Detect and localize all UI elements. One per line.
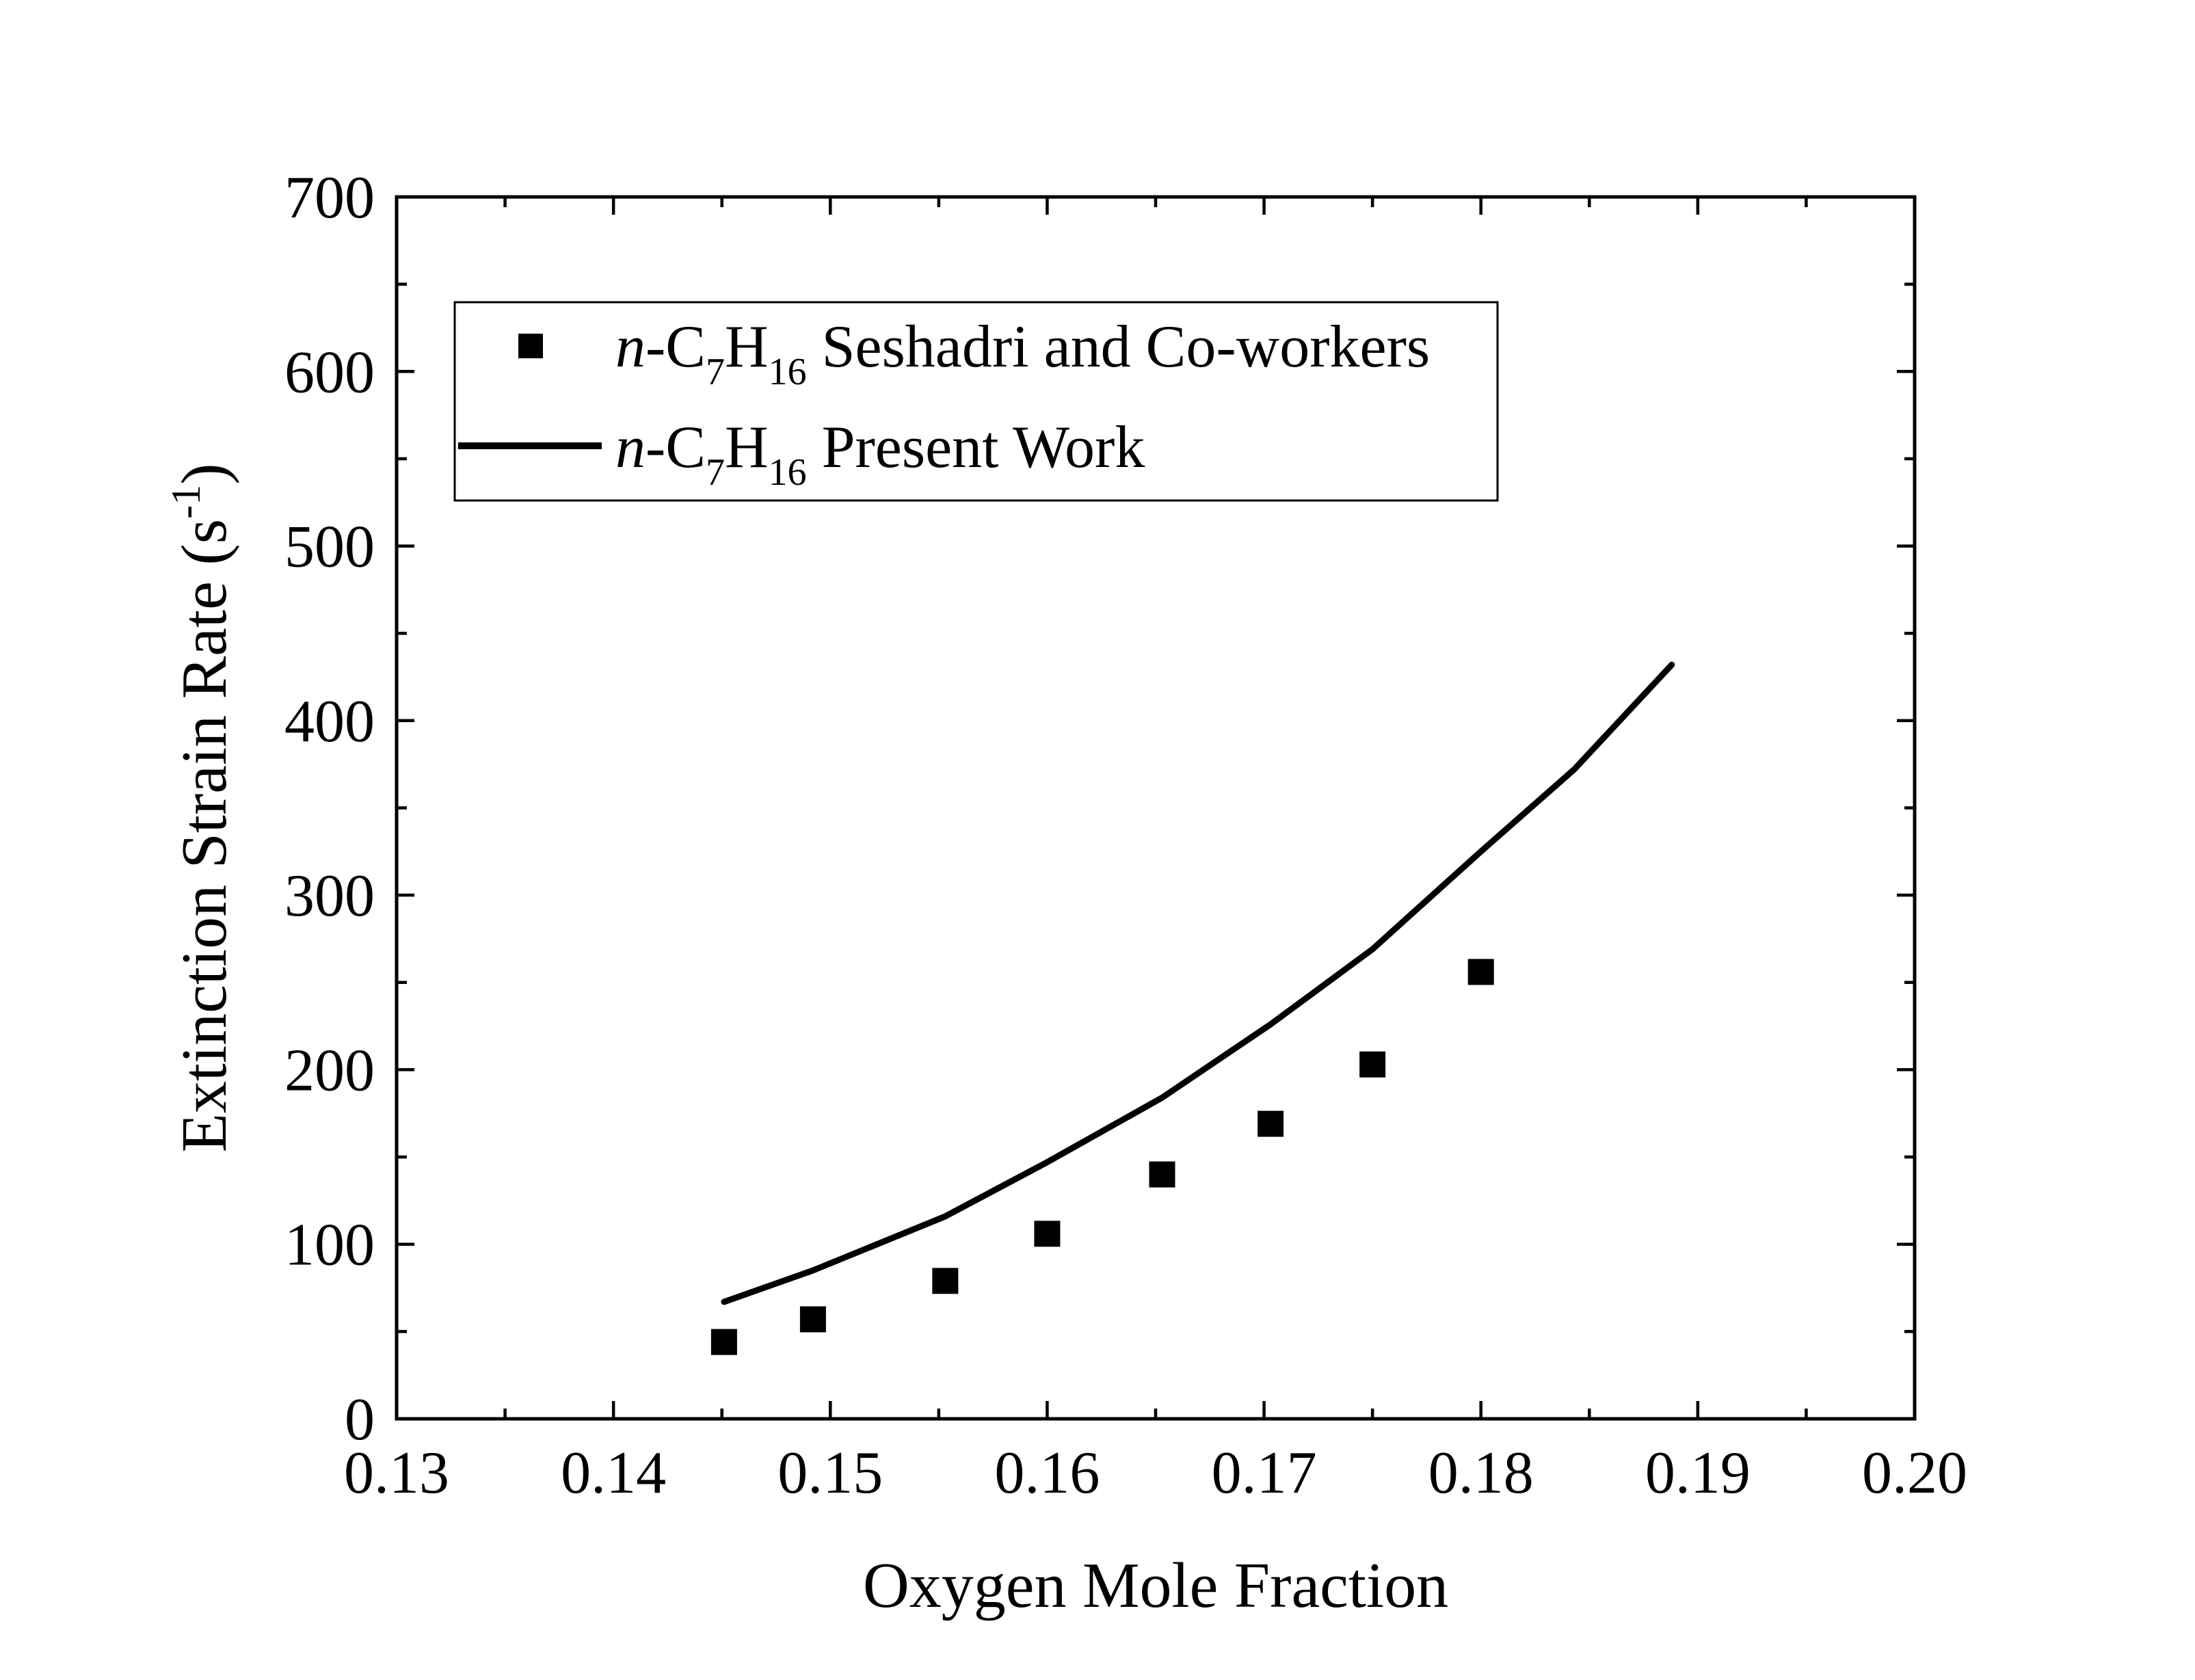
- y-axis-label: Extinction Strain Rate (s-1): [163, 463, 240, 1152]
- axes: 0.13 0.14 0.15 0.16 0.17 0.18 0.19 0.20 0 100 200 3…: [284, 165, 1967, 1506]
- x-tick-label: 0.19: [1645, 1440, 1751, 1506]
- legend-label-present-work: n-C7H16 Present Work: [615, 414, 1145, 494]
- legend-marker-seshadri: [518, 334, 543, 358]
- legend-box: [453, 301, 1499, 502]
- data-point-seshadri: [1359, 1051, 1386, 1078]
- x-tick-label: 0.20: [1862, 1440, 1967, 1506]
- data-point-seshadri: [932, 1268, 959, 1294]
- data-point-seshadri: [1258, 1110, 1284, 1137]
- legend: n-C7H16 Seshadri and Co-workers n-C7H16 P…: [453, 301, 1499, 502]
- x-axis-label: Oxygen Mole Fraction: [863, 1550, 1448, 1621]
- data-point-seshadri: [1467, 959, 1494, 985]
- x-tick-label: 0.18: [1428, 1440, 1534, 1506]
- axis-labels: Oxygen Mole Fraction Extinction Strain Ra…: [163, 463, 1448, 1621]
- y-tick-label: 400: [284, 689, 375, 755]
- x-tick-label: 0.13: [344, 1440, 449, 1506]
- legend-label-seshadri: n-C7H16 Seshadri and Co-workers: [615, 314, 1430, 393]
- data-point-seshadri: [1034, 1221, 1061, 1247]
- y-tick-label: 700: [284, 165, 375, 231]
- data-point-seshadri: [799, 1306, 826, 1333]
- data-point-seshadri: [1149, 1161, 1175, 1188]
- series-line-present-work: [721, 661, 1675, 1305]
- x-tick-label: 0.15: [777, 1440, 883, 1506]
- data-point-seshadri: [710, 1329, 737, 1355]
- x-tick-label: 0.14: [561, 1440, 666, 1506]
- y-tick-label: 300: [284, 863, 375, 929]
- y-tick-label: 200: [284, 1037, 375, 1104]
- y-tick-label: 0: [345, 1387, 375, 1453]
- y-tick-label: 600: [284, 339, 375, 405]
- x-tick-label: 0.17: [1212, 1440, 1317, 1506]
- y-tick-label: 100: [284, 1212, 375, 1279]
- x-tick-label: 0.16: [994, 1440, 1100, 1506]
- series-layer: [710, 661, 1675, 1355]
- y-tick-label: 500: [284, 514, 375, 581]
